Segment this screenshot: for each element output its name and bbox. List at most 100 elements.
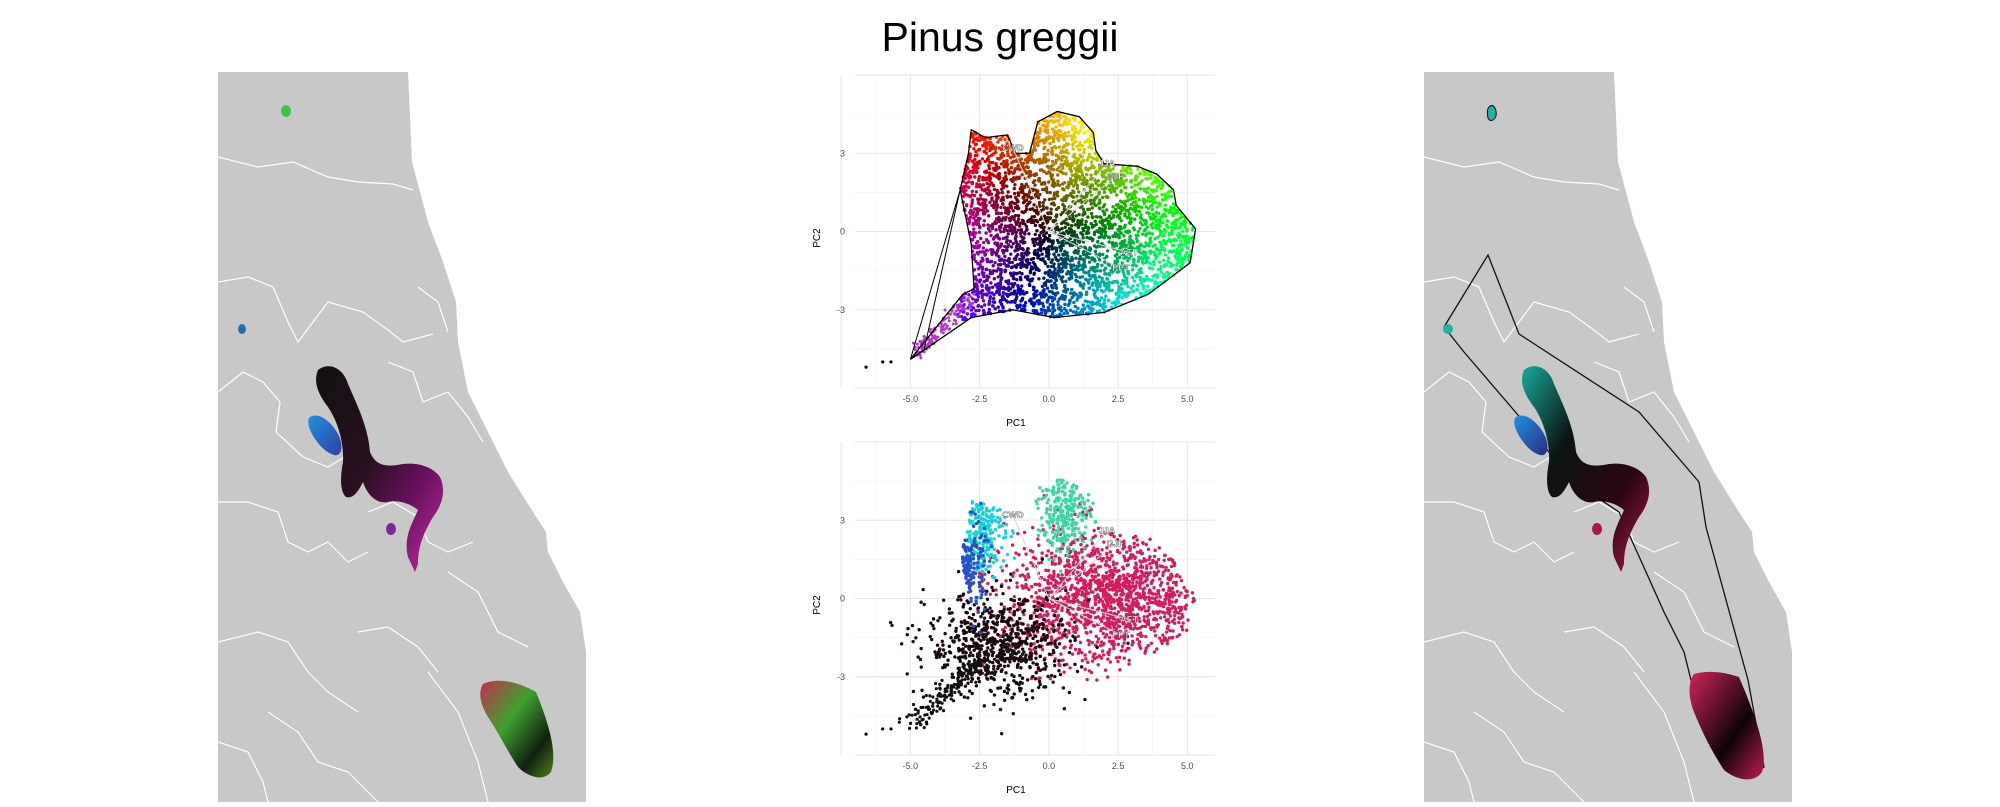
pca-point — [970, 193, 973, 196]
pca-point — [1054, 146, 1057, 149]
pca-point — [1065, 194, 1068, 197]
pca-point — [1151, 592, 1154, 595]
pca-point — [1150, 642, 1153, 645]
pca-point — [1170, 593, 1173, 596]
pca-point — [1013, 192, 1016, 195]
pca-point — [1005, 162, 1008, 165]
pca-point — [1081, 562, 1084, 565]
pca-point — [993, 277, 996, 280]
pca-point — [1063, 181, 1066, 184]
pca-point — [1082, 303, 1085, 306]
pca-point — [1067, 232, 1070, 235]
pca-point — [1065, 135, 1068, 138]
pca-point — [1024, 583, 1027, 586]
pca-point — [1117, 601, 1120, 604]
pca-point — [1054, 161, 1057, 164]
pca-point — [1014, 167, 1017, 170]
pca-point — [977, 273, 980, 276]
pca-point — [1077, 261, 1080, 264]
pca-point — [1180, 607, 1183, 610]
pca-point — [1075, 557, 1078, 560]
pca-point — [1130, 591, 1133, 594]
pca-point — [1114, 208, 1117, 211]
pca-point — [965, 203, 968, 206]
pca-point — [971, 199, 974, 202]
pca-point — [1138, 271, 1141, 274]
pca-point — [1139, 172, 1142, 175]
pca-point — [1166, 642, 1169, 645]
pca-point — [1144, 205, 1147, 208]
pca-point — [1073, 136, 1076, 139]
pca-point — [1056, 180, 1059, 183]
pca-point — [985, 191, 988, 194]
pca-point — [1050, 147, 1053, 150]
pca-point — [1037, 544, 1040, 547]
pca-point — [1081, 264, 1084, 267]
pca-point — [1101, 307, 1104, 310]
pca-point — [1117, 569, 1120, 572]
pca-point — [1091, 281, 1094, 284]
pca-point — [1007, 586, 1010, 589]
pca-point — [1124, 649, 1127, 652]
pca-point — [1051, 576, 1054, 579]
pca-point — [1043, 260, 1046, 263]
pca-point — [998, 227, 1001, 230]
pca-point — [1112, 647, 1115, 650]
pca-point — [1047, 257, 1050, 260]
pca-point — [1168, 189, 1171, 192]
pca-point — [1157, 592, 1160, 595]
pca-point — [1135, 576, 1138, 579]
pca-point — [991, 225, 994, 228]
pca-point — [1102, 174, 1105, 177]
pca-point — [1041, 600, 1044, 603]
pca-point — [1089, 174, 1092, 177]
pca-point — [1021, 219, 1024, 222]
pca-point — [1131, 627, 1134, 630]
pca-point — [1120, 227, 1123, 230]
pca-point — [997, 267, 1000, 270]
pca-point — [1128, 221, 1131, 224]
pca-point — [1115, 253, 1118, 256]
pca-point — [1076, 581, 1079, 584]
loading-label: JJA — [1099, 159, 1116, 169]
pca-point — [1128, 580, 1131, 583]
pca-point — [1091, 256, 1094, 259]
pca-point — [1147, 618, 1150, 621]
pca-point — [994, 307, 997, 310]
pca-point — [1155, 195, 1158, 198]
pca-point — [1135, 264, 1138, 267]
pca-point — [1155, 205, 1158, 208]
pca-point — [1019, 278, 1022, 281]
pca-point — [984, 188, 987, 191]
pca-point — [1139, 267, 1142, 270]
pca-point — [1076, 252, 1079, 255]
pca-point — [971, 692, 974, 695]
pca-point — [1107, 184, 1110, 187]
pca-point — [1136, 168, 1139, 171]
loading-label: CWD — [1002, 143, 1024, 153]
pca-point — [1123, 557, 1126, 560]
pca-point — [1018, 224, 1021, 227]
pca-point — [1089, 630, 1092, 633]
pca-point — [1068, 612, 1071, 615]
pca-point — [1136, 175, 1139, 178]
pca-point — [1004, 216, 1007, 219]
pca-point — [1108, 236, 1111, 239]
pca-point — [1025, 199, 1028, 202]
pca-point — [963, 192, 966, 195]
pca-point — [1051, 312, 1054, 315]
pca-point — [1056, 300, 1059, 303]
pca-point — [1100, 264, 1103, 267]
pca-point — [1005, 564, 1008, 567]
pca-point — [1167, 621, 1170, 624]
x-tick-label: -2.5 — [972, 394, 988, 404]
pca-point — [1109, 581, 1112, 584]
pca-point — [1046, 586, 1049, 589]
pca-point — [1105, 560, 1108, 563]
pca-point — [1038, 589, 1041, 592]
pca-point — [1053, 191, 1056, 194]
pca-point — [973, 161, 976, 164]
pca-point — [1079, 543, 1082, 546]
pca-point — [1098, 207, 1101, 210]
pca-point — [998, 138, 1001, 141]
